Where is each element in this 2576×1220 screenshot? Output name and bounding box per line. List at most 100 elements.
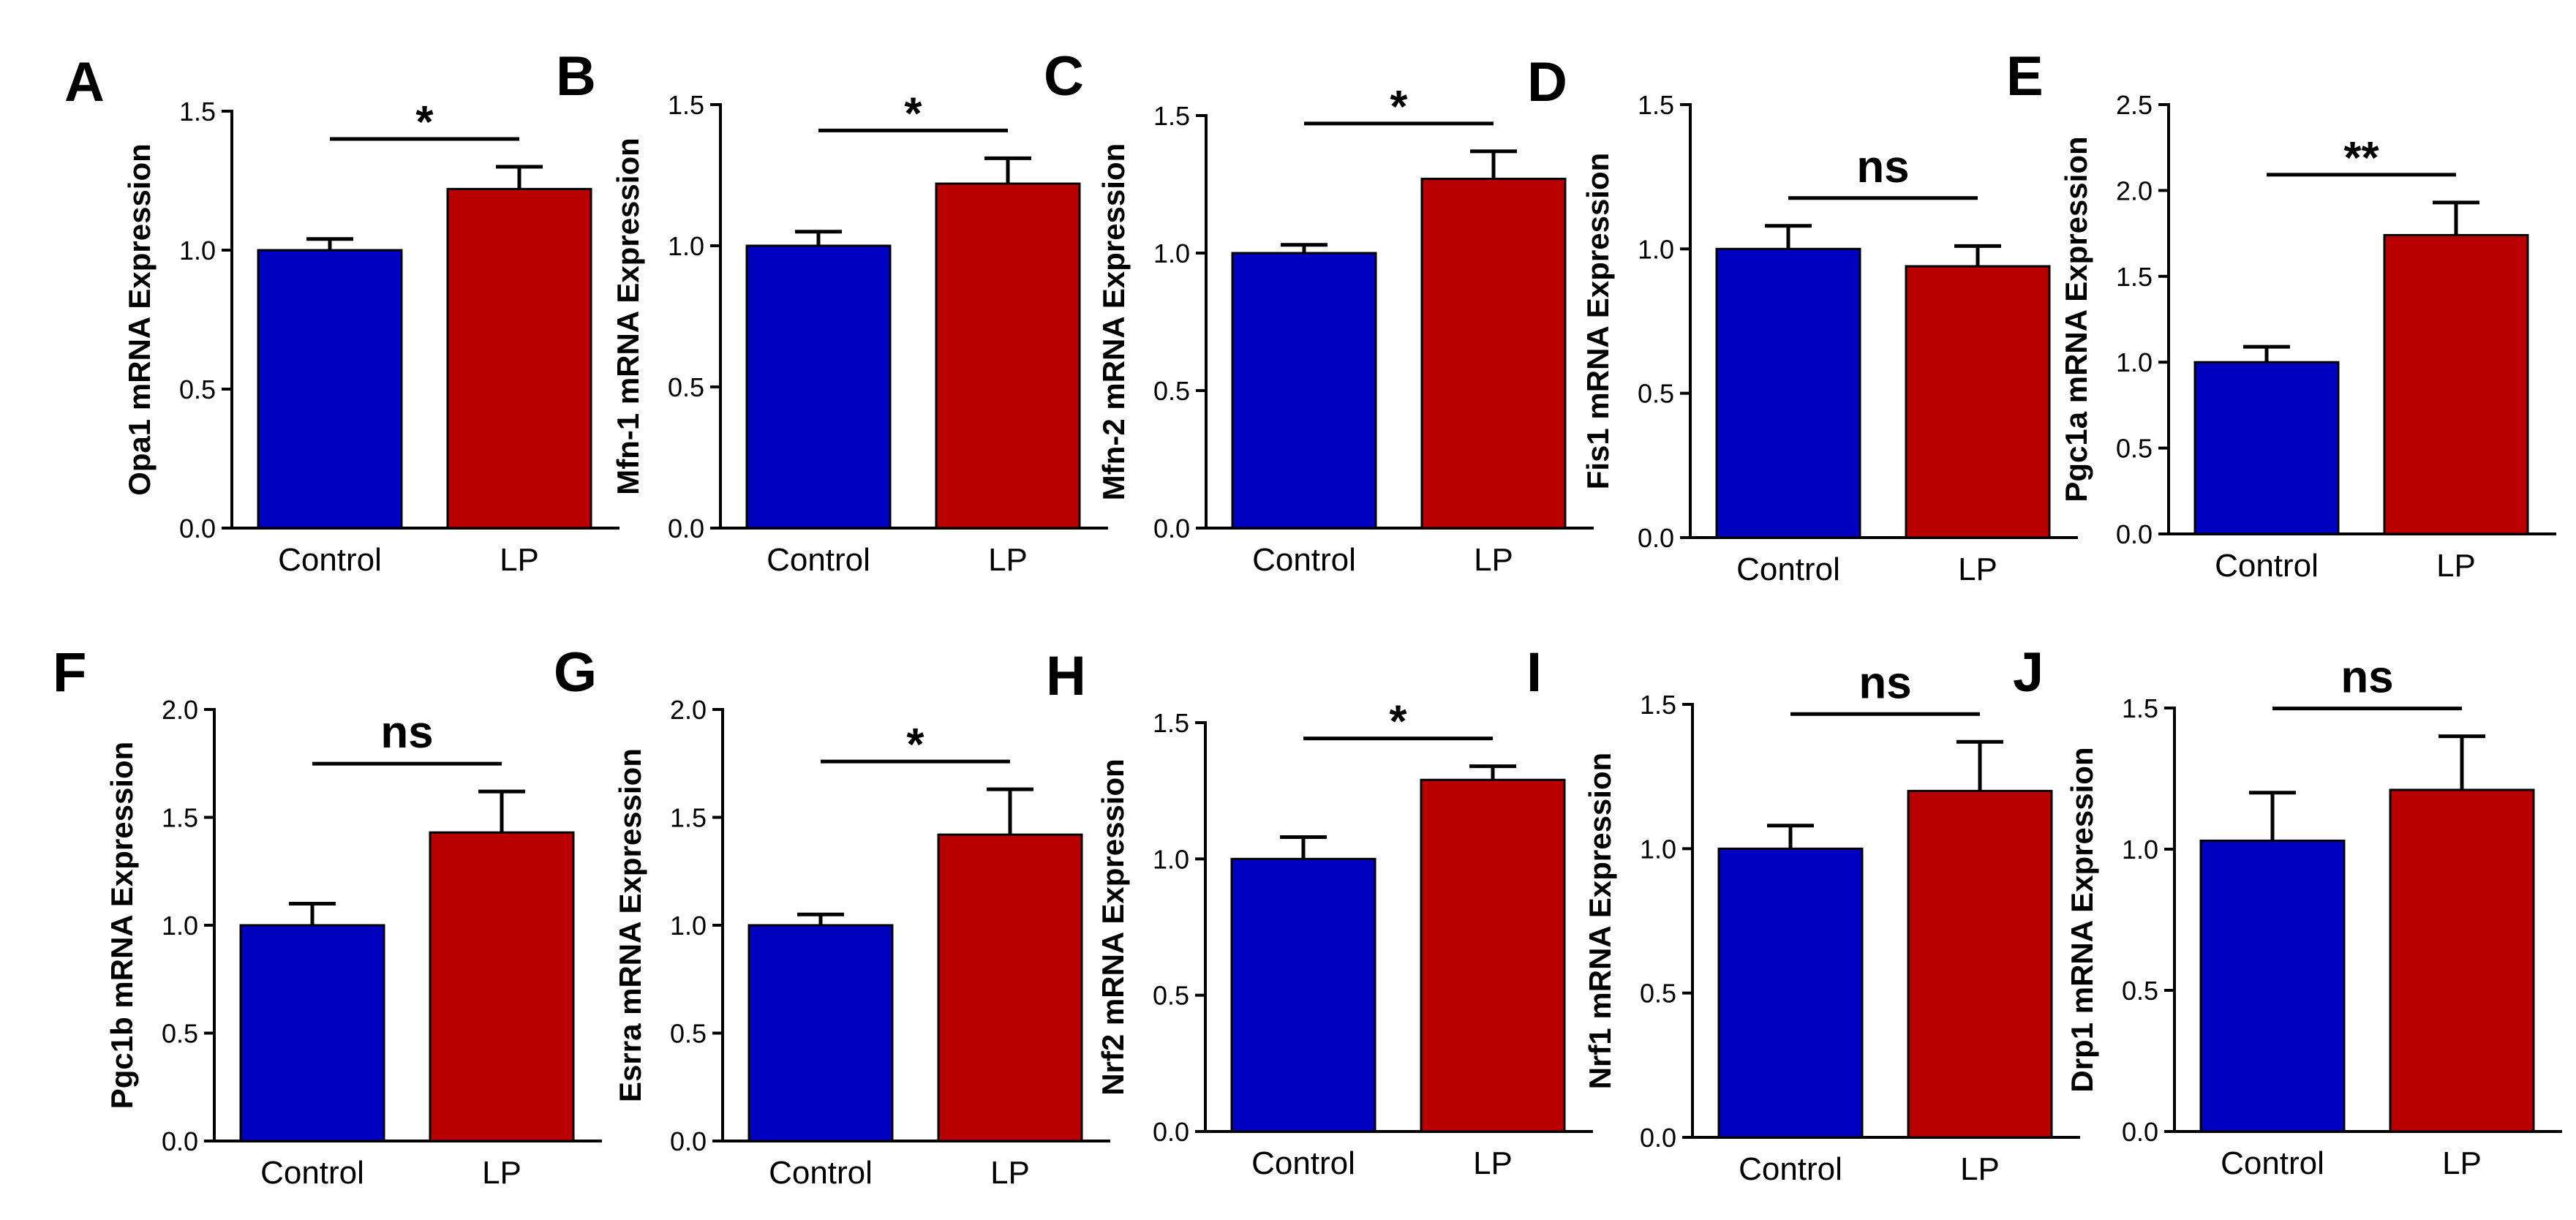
panel-letter: B: [556, 45, 596, 108]
y-tick-label: 0.5: [670, 1019, 707, 1049]
bar-control: [1717, 847, 1864, 1139]
category-label: LP: [990, 1155, 1030, 1191]
y-axis-label: Nrf2 mRNA Expression: [1096, 758, 1130, 1096]
y-axis-label: Drp1 mRNA Expression: [2065, 747, 2099, 1092]
y-tick-label: 1.0: [162, 911, 198, 941]
significance-label: *: [1390, 82, 1408, 132]
panel-letter: E: [2006, 45, 2044, 108]
y-tick-label: 0.5: [1153, 376, 1190, 406]
bar-lp: [1907, 789, 2053, 1139]
significance-label: ns: [2340, 652, 2393, 703]
y-tick-label: 0.0: [1640, 1123, 1676, 1153]
panel-letter: H: [1046, 645, 1086, 707]
y-tick-label: 0.0: [2122, 1117, 2158, 1147]
panel-letter: I: [1526, 641, 1542, 704]
significance-label: **: [2343, 133, 2379, 184]
y-tick-label: 1.0: [1153, 238, 1190, 268]
category-label: LP: [2436, 548, 2476, 584]
y-tick-label: 0.0: [1638, 523, 1674, 553]
significance-label: *: [415, 97, 434, 148]
significance-label: *: [906, 720, 924, 770]
category-label: LP: [1958, 551, 1997, 587]
y-tick-label: 0.5: [162, 1019, 198, 1049]
y-tick-label: 0.0: [1153, 513, 1190, 543]
category-label: LP: [1473, 1145, 1513, 1181]
panel-g: G 0.0 0.5 1.0 1.5 2.0 Esrra mRNA Expression Con…: [554, 641, 1110, 1191]
y-tick-label: 0.5: [668, 372, 704, 402]
y-tick-label: 0.0: [1153, 1117, 1189, 1147]
panel-b: B 0.0 0.5 1.0 1.5 Mfn-1 mRNA Expression Contro…: [556, 45, 1108, 578]
category-label: Control: [767, 542, 870, 578]
category-label: Control: [1251, 1145, 1355, 1181]
bar-lp: [2389, 788, 2535, 1133]
significance-label: *: [1389, 697, 1407, 748]
bar-lp: [1905, 265, 2051, 539]
y-axis-label: Opa1 mRNA Expression: [122, 143, 157, 496]
bar-control: [1230, 857, 1376, 1133]
bar-lp: [1420, 778, 1566, 1133]
y-tick-label: 0.5: [1638, 379, 1674, 409]
y-axis-label: Esrra mRNA Expression: [613, 748, 647, 1102]
bar-lp: [429, 831, 575, 1142]
y-tick-label: 1.0: [1640, 834, 1676, 864]
panel-e: E 0.0 0.5 1.0 1.5 2.0 2.5 Pgc1a mRNA Expression…: [2006, 45, 2556, 584]
y-tick-label: 2.0: [670, 695, 707, 725]
y-tick-label: 1.5: [179, 97, 216, 127]
category-label: Control: [769, 1155, 873, 1191]
y-tick-label: 0.0: [668, 513, 704, 543]
y-tick-label: 0.0: [670, 1126, 707, 1156]
significance-label: ns: [1858, 658, 1911, 708]
panel-letter: F: [53, 641, 86, 704]
bar-control: [2199, 839, 2346, 1133]
bar-control: [257, 249, 403, 530]
panel-h: H 0.0 0.5 1.0 1.5 Nrf2 mRNA Expression Control…: [1046, 645, 1593, 1181]
y-tick-label: 1.5: [1640, 690, 1676, 720]
bar-control: [2193, 361, 2340, 535]
y-tick-label: 1.0: [2116, 347, 2153, 377]
y-axis-label: Pgc1a mRNA Expression: [2059, 136, 2093, 502]
y-axis-label: Mfn-1 mRNA Expression: [611, 138, 645, 495]
y-tick-label: 0.0: [179, 513, 216, 543]
bar-lp: [1420, 177, 1567, 530]
panel-letter: J: [2013, 641, 2044, 704]
y-tick-label: 2.0: [2116, 176, 2153, 206]
category-label: LP: [482, 1155, 521, 1191]
y-tick-label: 1.0: [1153, 844, 1189, 874]
y-tick-label: 1.0: [1638, 234, 1674, 264]
y-tick-label: 1.0: [2122, 835, 2158, 865]
y-tick-label: 0.5: [1153, 981, 1189, 1011]
bar-lp: [446, 187, 592, 530]
bar-control: [1715, 247, 1861, 539]
panel-letter: C: [1044, 45, 1084, 108]
y-tick-label: 1.0: [668, 231, 704, 261]
y-tick-label: 1.5: [668, 90, 704, 120]
significance-label: ns: [1856, 142, 1909, 192]
bar-control: [747, 924, 894, 1142]
y-axis-label: Nrf1 mRNA Expression: [1583, 753, 1617, 1090]
panel-i: I 0.0 0.5 1.0 1.5 Nrf1 mRNA Expression Control…: [1526, 641, 2080, 1187]
category-label: Control: [2215, 548, 2319, 584]
panel-c: C 0.0 0.5 1.0 1.5 Mfn-2 mRNA Expression Contro…: [1044, 45, 1594, 578]
significance-label: *: [904, 89, 922, 139]
category-label: Control: [278, 542, 382, 578]
y-tick-label: 1.5: [2116, 262, 2153, 292]
y-tick-label: 1.5: [1638, 90, 1674, 120]
bar-lp: [935, 182, 1081, 530]
bar-lp: [937, 833, 1083, 1142]
category-label: Control: [1739, 1151, 1842, 1187]
bar-control: [239, 924, 385, 1142]
y-tick-label: 1.5: [162, 803, 198, 833]
y-tick-label: 0.0: [2116, 519, 2153, 549]
panel-f: F 0.0 0.5 1.0 1.5 2.0 Pgc1b mRNA Expression Con…: [53, 641, 602, 1191]
bar-lp: [2383, 233, 2529, 535]
y-tick-label: 2.5: [2116, 90, 2153, 120]
y-tick-label: 1.5: [2122, 693, 2158, 723]
category-label: LP: [1474, 542, 1513, 578]
bar-control: [745, 244, 892, 530]
y-tick-label: 1.0: [179, 236, 216, 266]
panel-a: A 0.0 0.5 1.0 1.5 Opa1 mRNA Expression Control…: [64, 51, 619, 578]
category-label: LP: [500, 542, 539, 578]
category-label: Control: [1736, 551, 1840, 587]
panel-d: D 0.0 0.5 1.0 1.5 Fis1 mRNA Expression Control…: [1527, 51, 2078, 587]
